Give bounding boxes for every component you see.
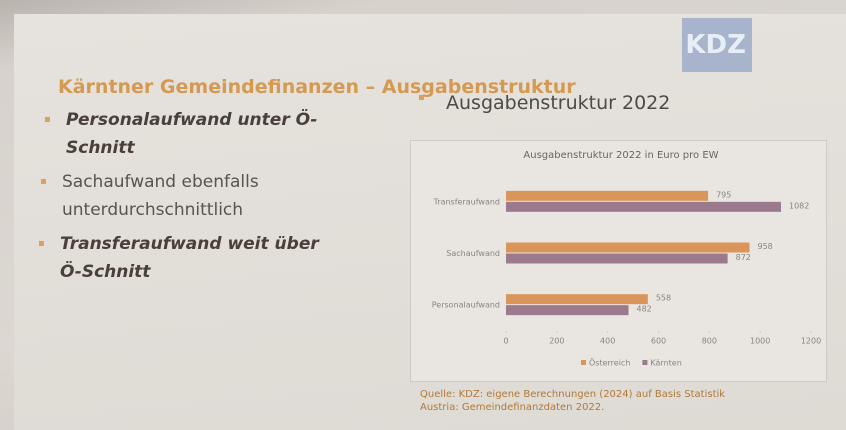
legend-swatch	[642, 360, 647, 365]
legend-label: Kärnten	[650, 359, 681, 368]
bar	[506, 243, 749, 253]
bar	[506, 191, 708, 201]
x-tick-label: 200	[549, 337, 564, 346]
x-tick-label: 800	[702, 337, 717, 346]
section-heading: Ausgabenstruktur 2022	[446, 92, 670, 114]
bar	[506, 254, 728, 264]
x-tick-label: 1200	[801, 337, 821, 346]
page: Kärntner Gemeindefinanzen – Ausgabenstru…	[0, 0, 846, 430]
x-tick-label: 600	[651, 337, 666, 346]
y-tick-label: Sachaufwand	[446, 249, 500, 258]
y-tick-label: Personalaufwand	[432, 301, 500, 310]
x-tick-label: 1000	[750, 337, 770, 346]
y-tick-label: Transferaufwand	[433, 197, 500, 206]
data-label: 558	[656, 294, 671, 303]
bullet: Personalaufwand unter Ö-Schnitt	[66, 106, 346, 162]
bullet: Transferaufwand weit über Ö-Schnitt	[60, 230, 340, 286]
data-label: 1082	[789, 201, 809, 210]
legend-label: Österreich	[589, 358, 630, 368]
bar	[506, 294, 648, 304]
data-label: 958	[757, 242, 772, 251]
chart: Ausgabenstruktur 2022 in Euro pro EW 0 20…	[410, 140, 827, 382]
logo: KDZ	[682, 18, 752, 72]
chart-title: Ausgabenstruktur 2022 in Euro pro EW	[523, 150, 718, 161]
bullet: Sachaufwand ebenfalls unterdurchschnittl…	[62, 168, 342, 224]
source-note: Quelle: KDZ: eigene Berechnungen (2024) …	[420, 388, 740, 414]
data-label: 482	[637, 305, 652, 314]
legend-swatch	[581, 360, 586, 365]
bar	[506, 305, 629, 315]
data-label: 795	[716, 190, 731, 199]
bar	[506, 202, 781, 212]
data-label: 872	[736, 253, 751, 262]
x-tick-label: 0	[503, 337, 508, 346]
x-tick-label: 400	[600, 337, 615, 346]
